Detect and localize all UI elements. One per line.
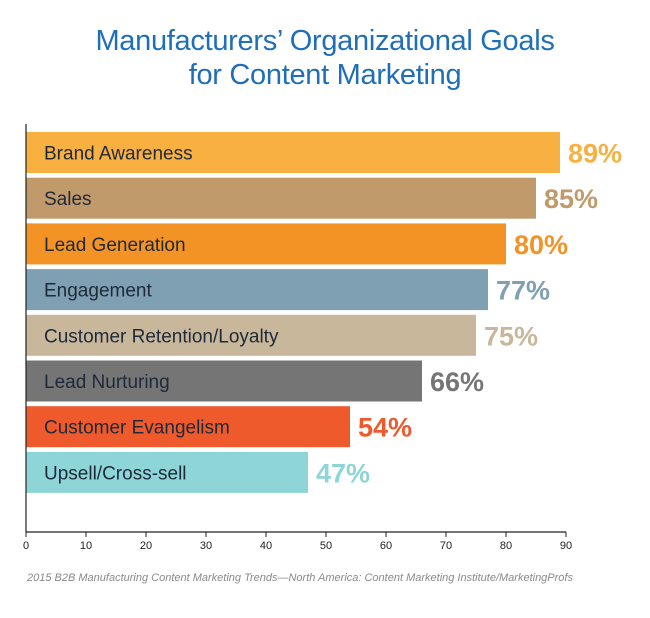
bar-category-label: Customer Evangelism [44,418,230,439]
bar-category-label: Upsell/Cross-sell [44,463,187,484]
bar-value-label: 66% [430,367,484,397]
chart-title: Manufacturers’ Organizational Goals for … [0,24,650,92]
x-tick-label: 20 [140,540,152,552]
bar-category-label: Lead Generation [44,235,186,256]
bar [26,177,536,219]
bar-value-label: 75% [484,321,538,351]
chart-title-line-1: Manufacturers’ Organizational Goals [95,25,555,57]
bar-category-label: Customer Retention/Loyalty [44,326,279,347]
x-tick-label: 50 [320,540,332,552]
bar-value-label: 80% [514,230,568,260]
bar [26,360,422,402]
bar [26,451,308,493]
x-tick-label: 90 [560,540,572,552]
x-tick-label: 60 [380,540,392,552]
bar-value-label: 89% [568,139,622,169]
x-tick-label: 70 [440,540,452,552]
bar-category-label: Engagement [44,281,152,302]
bar-value-label: 85% [544,184,598,214]
bar [26,223,506,265]
x-tick-label: 30 [200,540,212,552]
bar-value-label: 47% [316,458,370,488]
source-note: 2015 B2B Manufacturing Content Marketing… [27,572,573,584]
bar-category-label: Sales [44,189,92,210]
bar [26,269,488,311]
bar [26,314,476,356]
x-tick-label: 10 [80,540,92,552]
x-tick-label: 80 [500,540,512,552]
bar-value-label: 77% [496,276,550,306]
bar-category-label: Brand Awareness [44,144,193,165]
bar [26,406,350,448]
chart-title-line-2: for Content Marketing [188,59,462,91]
bar-category-label: Lead Nurturing [44,372,170,393]
x-tick-label: 0 [23,540,29,552]
bar [26,132,560,173]
bar-value-label: 54% [358,413,412,443]
x-tick-label: 40 [260,540,272,552]
